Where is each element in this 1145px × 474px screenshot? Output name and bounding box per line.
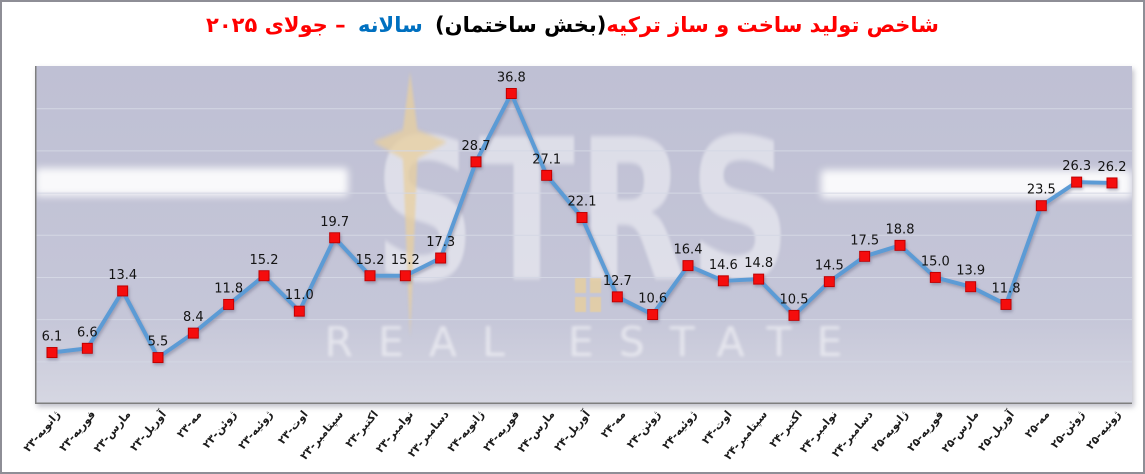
x-axis-labels: ژانویه-۲۳ فوریه-۲۳ مارس-۲۳ آوریل-۲۳ مه-۲۳ ژوئ… <box>21 405 1132 472</box>
x-axis-label: ژوئیه-۲۴ <box>659 408 699 452</box>
data-point-marker <box>1000 298 1012 310</box>
data-point-label: 13.9 <box>956 264 985 279</box>
x-axis-label: ژوئن-۲۴ <box>624 408 664 451</box>
title-sector: (بخش ساختمان) <box>435 13 607 37</box>
data-point-marker <box>1106 177 1118 189</box>
x-axis-label: ژوئن-۲۳ <box>200 408 240 451</box>
plot-area: ST RS REAL ESTATE 6.1 6.6 13.4 5.5 8.4 11.8 15… <box>35 66 1132 404</box>
data-point-marker <box>894 239 906 251</box>
data-series <box>46 88 1118 364</box>
data-point-marker <box>611 291 623 303</box>
data-point-label: 17.3 <box>426 235 455 250</box>
data-point-marker <box>46 347 58 359</box>
data-point-marker <box>859 250 871 262</box>
data-point-label: 15.0 <box>921 254 950 269</box>
series-line <box>50 91 1114 360</box>
data-point-label: 12.7 <box>603 274 632 289</box>
title-main: شاخص تولید ساخت و ساز ترکیه <box>606 13 939 37</box>
data-point-marker <box>965 281 977 293</box>
x-axis-label: اوت-۲۳ <box>274 408 311 447</box>
x-axis-label: آوریل-۲۳ <box>127 408 169 454</box>
data-point-label: 15.2 <box>356 253 385 268</box>
data-point-label: 15.2 <box>250 253 279 268</box>
data-point-label: 28.7 <box>462 139 491 154</box>
data-point-label: 36.8 <box>497 71 526 86</box>
data-point-marker <box>753 273 765 285</box>
data-point-label: 14.8 <box>744 256 773 271</box>
data-point-marker <box>1071 176 1083 188</box>
data-point-marker <box>117 285 129 297</box>
data-point-label: 15.2 <box>391 253 420 268</box>
data-point-label: 6.1 <box>42 330 63 345</box>
data-point-label: 5.5 <box>148 335 169 350</box>
x-axis-label: مه-۲۳ <box>174 408 205 441</box>
data-point-marker <box>541 169 553 181</box>
title-date: – جولای ۲۰۲۵ <box>206 13 346 37</box>
data-point-label: 8.4 <box>183 310 204 325</box>
data-point-label: 23.5 <box>1027 183 1056 198</box>
x-axis-label: آوریل-۲۴ <box>551 408 593 454</box>
data-point-marker <box>929 271 941 283</box>
x-axis-label: ژوئیه-۲۵ <box>1083 408 1123 452</box>
data-point-marker <box>647 309 659 321</box>
data-point-label: 26.3 <box>1062 159 1091 174</box>
x-axis-label: ژوئیه-۲۳ <box>235 408 275 452</box>
data-point-marker <box>576 212 588 224</box>
line-chart: 6.1 6.6 13.4 5.5 8.4 11.8 15.2 11.0 19.7 15.2 15.2… <box>35 66 1132 404</box>
data-point-marker <box>435 252 447 264</box>
data-point-marker <box>717 275 729 287</box>
data-point-marker <box>399 270 411 282</box>
x-axis-label: ژانویه-۲۳ <box>20 408 63 455</box>
x-axis-label: مه-۲۴ <box>598 408 629 441</box>
data-point-marker <box>682 260 694 272</box>
data-point-label: 11.8 <box>992 281 1021 296</box>
data-point-label: 11.0 <box>285 288 314 303</box>
data-point-marker <box>788 309 800 321</box>
x-axis-label: ژوئن-۲۵ <box>1048 408 1088 451</box>
data-point-marker <box>329 232 341 244</box>
data-point-label: 17.5 <box>850 233 879 248</box>
data-point-marker <box>364 270 376 282</box>
data-point-label: 19.7 <box>320 215 349 230</box>
data-point-label: 10.6 <box>638 292 667 307</box>
x-axis-label: مه-۲۵ <box>1022 408 1053 441</box>
data-point-marker <box>187 327 199 339</box>
x-axis-label: اوت-۲۴ <box>698 408 735 447</box>
data-point-label: 11.8 <box>214 281 243 296</box>
data-point-label: 22.1 <box>568 195 597 210</box>
data-point-label: 10.5 <box>780 292 809 307</box>
data-point-marker <box>152 352 164 364</box>
data-point-marker <box>505 88 517 99</box>
title-period: سالانه <box>357 13 423 37</box>
data-point-label: 14.6 <box>709 258 738 273</box>
data-point-label: 16.4 <box>674 243 703 258</box>
data-point-label: 6.6 <box>77 325 98 340</box>
data-point-marker <box>293 305 305 317</box>
data-point-marker <box>81 342 93 354</box>
data-point-marker <box>1035 200 1047 212</box>
data-point-marker <box>823 276 835 288</box>
data-point-label: 18.8 <box>886 222 915 237</box>
data-point-label: 26.2 <box>1098 160 1127 175</box>
data-point-marker <box>223 298 235 310</box>
data-point-marker <box>258 270 270 282</box>
data-point-label: 27.1 <box>532 152 561 167</box>
data-point-label: 14.5 <box>815 259 844 274</box>
data-point-label: 13.4 <box>108 268 137 283</box>
chart-title: شاخص تولید ساخت و ساز ترکیه(بخش ساختمان)… <box>2 13 1143 37</box>
x-axis-label: آوریل-۲۵ <box>975 408 1017 454</box>
data-point-marker <box>470 156 482 168</box>
